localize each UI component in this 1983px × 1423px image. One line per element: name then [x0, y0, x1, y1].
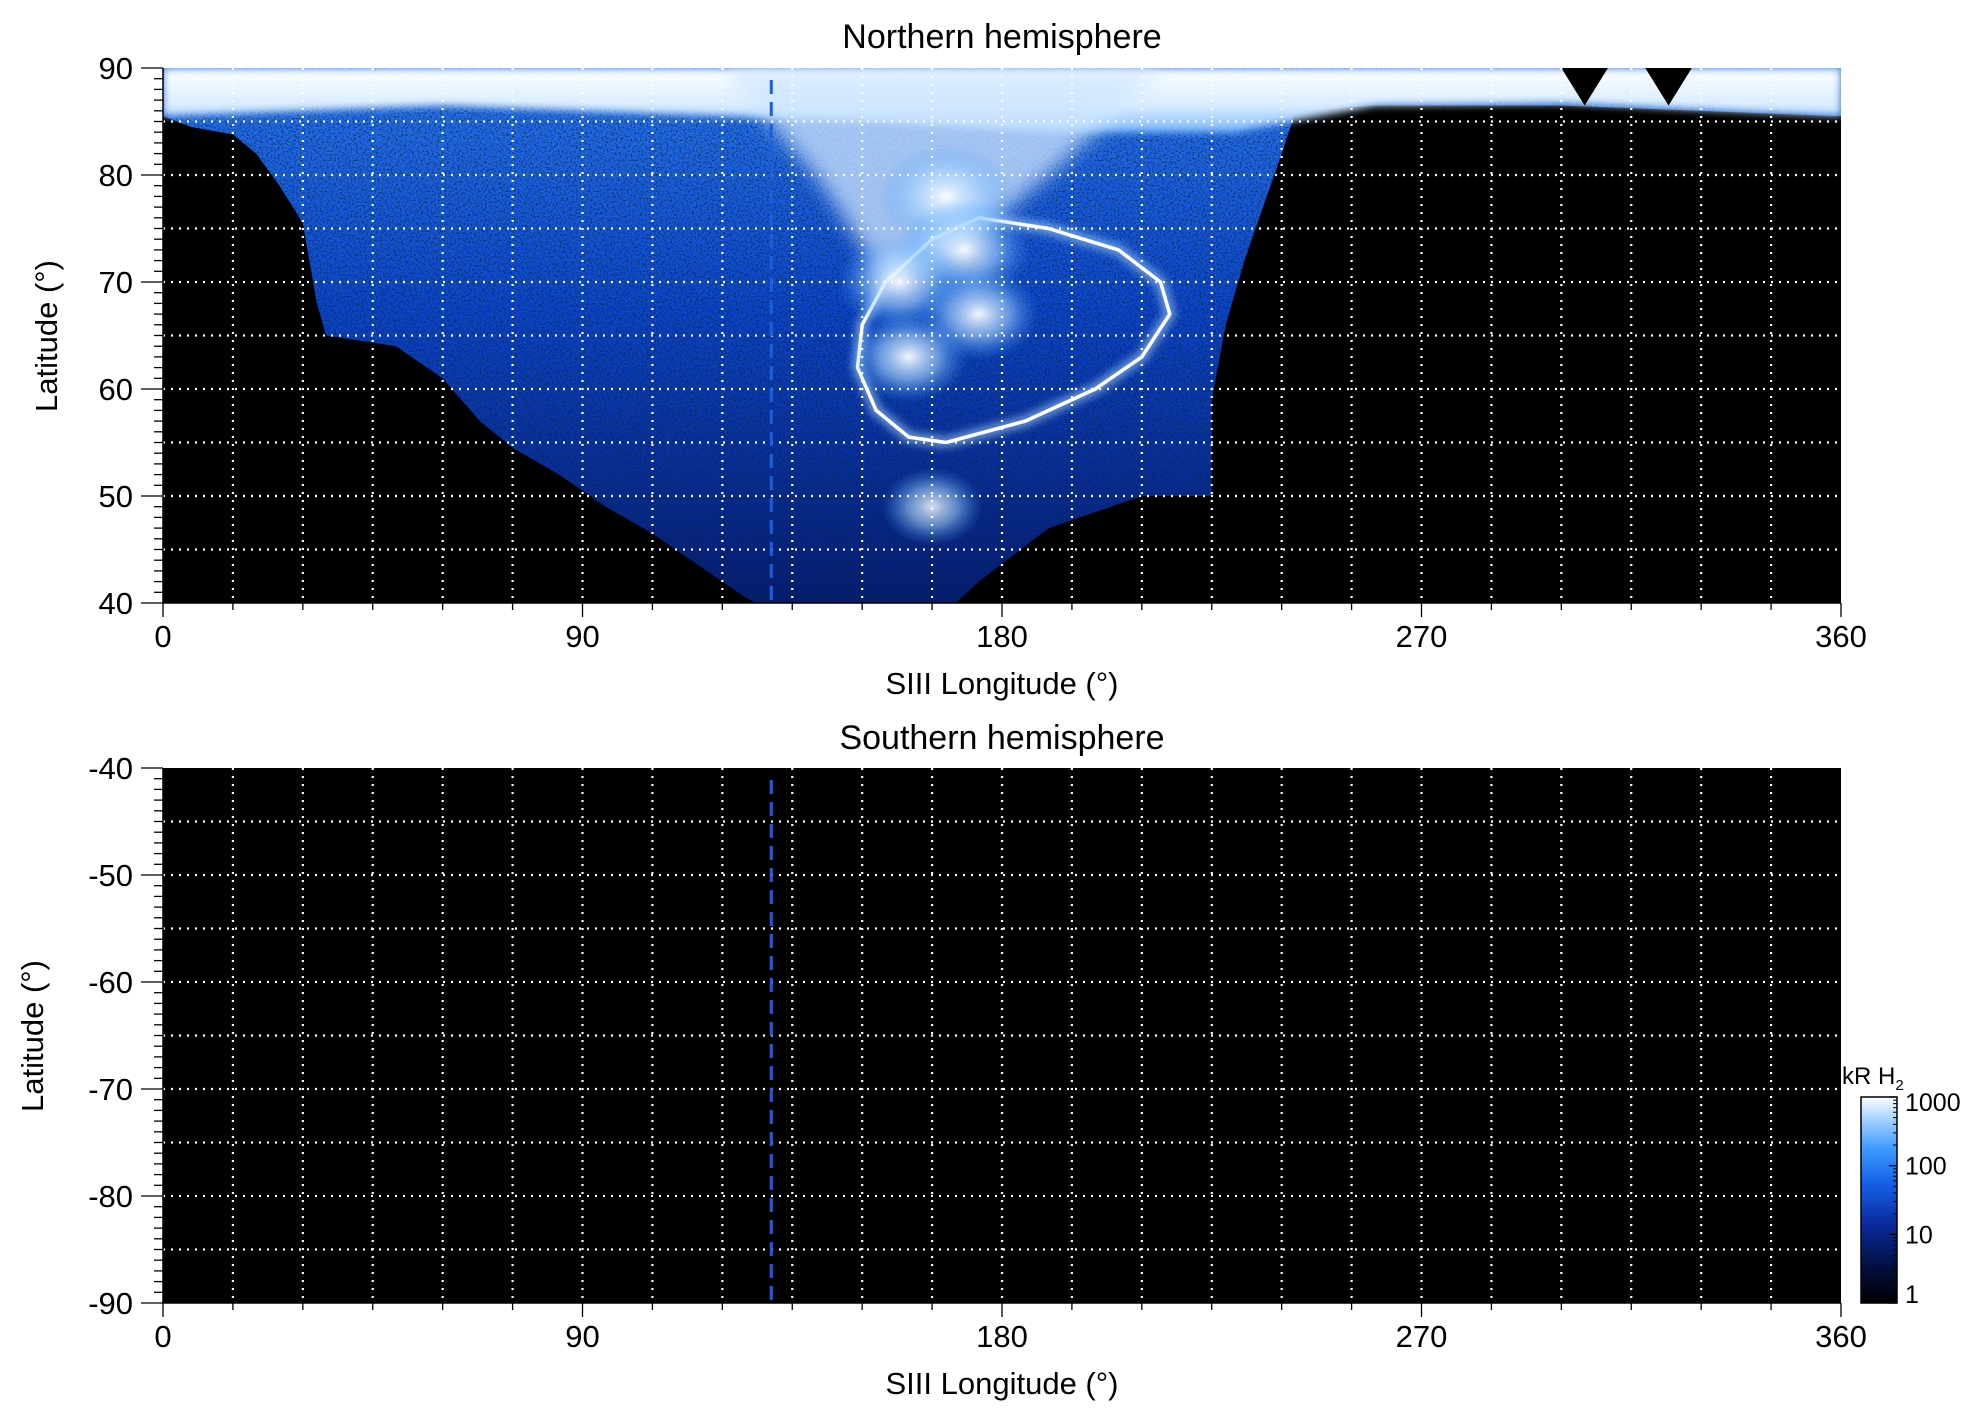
x-tick-label: 270: [1396, 1319, 1448, 1354]
y-tick-label: -60: [88, 965, 133, 1000]
x-tick-label: 0: [154, 1319, 171, 1354]
axes: 0 90 180 270 360 40 50 60 70 80 90: [99, 51, 1867, 654]
northern-hemisphere-panel: Northern hemisphere 0 90 180 270 360 40 50 60 70…: [29, 18, 1867, 701]
y-tick-label: 40: [99, 586, 133, 621]
y-axis-label: Latitude (°): [29, 260, 64, 412]
colorbar: kR H2 1 10 100 1000: [1842, 1063, 1961, 1309]
colorbar-ticks: 1 10 100 1000: [1889, 1089, 1961, 1309]
bright-emission-patch: [881, 467, 983, 546]
x-axis-label: SIII Longitude (°): [886, 666, 1119, 701]
x-tick-label: 270: [1396, 619, 1448, 654]
y-tick-label: -40: [88, 751, 133, 786]
x-tick-label: 90: [565, 619, 599, 654]
x-tick-label: 360: [1815, 1319, 1867, 1354]
coverage-gap: [1561, 68, 1608, 106]
colorbar-tick-label: 1000: [1905, 1089, 1961, 1117]
y-tick-label: 60: [99, 372, 133, 407]
panel-title: Northern hemisphere: [842, 18, 1161, 56]
grid-lines: [163, 68, 1841, 603]
grid-lines: [163, 768, 1841, 1303]
x-tick-label: 180: [976, 1319, 1028, 1354]
colorbar-unit-subscript: 2: [1895, 1077, 1903, 1094]
y-tick-label: -80: [88, 1179, 133, 1214]
x-axis-label: SIII Longitude (°): [886, 1366, 1119, 1401]
bright-emission-patch: [849, 311, 969, 403]
coverage-gap: [1645, 68, 1692, 106]
colorbar-tick-label: 10: [1905, 1221, 1933, 1249]
y-tick-label: -90: [88, 1286, 133, 1321]
y-tick-label: 80: [99, 158, 133, 193]
y-tick-label: 70: [99, 265, 133, 300]
x-tick-label: 180: [976, 619, 1028, 654]
x-tick-label: 0: [154, 619, 171, 654]
y-tick-label: -70: [88, 1072, 133, 1107]
y-tick-label: 50: [99, 479, 133, 514]
southern-hemisphere-panel: Southern hemisphere 0 90 180 270 360 -40 -50 -6…: [15, 719, 1867, 1401]
y-tick-label: -50: [88, 858, 133, 893]
x-tick-label: 90: [565, 1319, 599, 1354]
colorbar-tick-label: 1: [1905, 1281, 1919, 1309]
colorbar-unit: kR H: [1842, 1063, 1895, 1090]
panel-title: Southern hemisphere: [839, 719, 1164, 757]
y-axis-label: Latitude (°): [15, 960, 50, 1112]
axes: 0 90 180 270 360 -40 -50 -60 -70 -80 -90: [88, 751, 1867, 1354]
x-tick-label: 360: [1815, 619, 1867, 654]
colorbar-title: kR H2: [1842, 1063, 1904, 1094]
colorbar-gradient: [1860, 1096, 1898, 1304]
y-tick-label: 90: [99, 51, 133, 86]
colorbar-tick-label: 100: [1905, 1153, 1947, 1181]
